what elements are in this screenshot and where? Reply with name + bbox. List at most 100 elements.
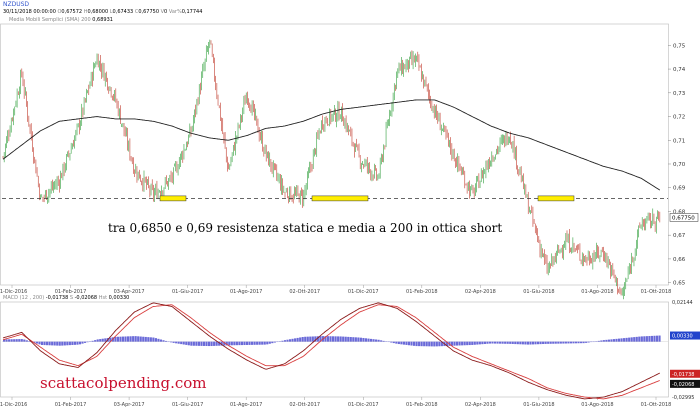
hist-bar [81, 341, 84, 344]
hist-bar [58, 341, 61, 346]
hist-bar [562, 341, 565, 344]
hist-bar [154, 338, 157, 342]
hist-bar [99, 339, 102, 342]
hist-bar [415, 341, 418, 347]
hist-bar [547, 341, 550, 344]
macd-x-tick-label: 01-Dic-2017 [348, 402, 379, 408]
hist-bar [18, 339, 21, 342]
hist-bar [104, 338, 107, 342]
hist-bar [185, 341, 188, 345]
hist-bar [147, 337, 150, 342]
hist-bar [521, 341, 524, 345]
hist-bar [506, 341, 509, 344]
hist-bar [238, 341, 241, 346]
x-tick-label: 01-Ago-2018 [581, 289, 613, 295]
hist-bar [536, 341, 540, 345]
hist-bar [23, 339, 26, 342]
hist-bar [207, 341, 211, 347]
hist-bar [116, 336, 120, 342]
x-tick-label: 01-Feb-2017 [55, 289, 87, 295]
hist-bar [139, 336, 142, 342]
hist-bar [375, 339, 378, 342]
hist-bar [306, 336, 309, 342]
hist-bar [423, 341, 426, 347]
hist-bar [337, 336, 340, 342]
macd-x-tick-label: 01-Ago-2018 [581, 402, 613, 408]
hist-bar [266, 341, 269, 345]
hist-bar [359, 337, 362, 342]
close-key: C [134, 9, 139, 15]
hist-bar [251, 341, 254, 345]
hist-bar [56, 341, 59, 346]
hist-bar [628, 337, 631, 342]
hist-bar [48, 341, 51, 346]
hist-bar [296, 337, 299, 342]
x-tick-label: 01-Ago-2017 [230, 289, 262, 295]
hist-bar [372, 339, 375, 342]
hist-bar [602, 340, 605, 342]
hist-bar [162, 340, 165, 342]
hist-bar [600, 340, 603, 342]
macd-x-tick-label: 01-Ott-2018 [641, 402, 672, 408]
x-tick-label: 01-Giu-2017 [172, 289, 203, 295]
hist-bar [94, 340, 97, 342]
hist-bar [172, 341, 175, 343]
hist-bar [61, 341, 64, 346]
hist-bar [271, 341, 274, 344]
hist-bar [428, 341, 431, 347]
hist-bar [638, 336, 641, 342]
macd-y-tick-label: 0,02144 [672, 300, 693, 306]
hist-bar [526, 341, 529, 345]
hist-bar [501, 341, 504, 344]
hist-bar [369, 338, 373, 342]
hist-bar [564, 341, 567, 344]
support-annotations [2, 195, 668, 202]
hist-bar [182, 341, 185, 345]
macd-value-tag-label: 0,00330 [672, 334, 693, 340]
macd-header: MACD (12 , 200) -0,01738 S -0,02068 Hst … [3, 295, 129, 301]
hist-bar [8, 339, 11, 342]
price-y-tick-label: 0,68 [673, 209, 686, 215]
hist-bar [281, 340, 284, 342]
hist-bar [612, 339, 616, 342]
hist-bar [339, 336, 342, 342]
x-tick-label: 02-Ott-2017 [289, 289, 320, 295]
hist-bar [152, 337, 155, 342]
macd-x-tick-label: 01-Feb-2017 [55, 402, 87, 408]
hist-bar [134, 336, 137, 342]
support-highlight [159, 195, 187, 202]
hist-bar [364, 338, 368, 342]
x-tick-label: 01-Dic-2016 [0, 289, 27, 295]
hist-bar [205, 341, 208, 347]
macd-value-tag [670, 369, 700, 378]
x-tick-label: 03-Apr-2017 [114, 289, 145, 295]
hist-bar [390, 341, 393, 343]
hist-bar [256, 341, 259, 345]
hist-bar [157, 338, 160, 342]
hist-bar [471, 341, 474, 345]
hist-bar [557, 341, 560, 344]
hist-bar [572, 341, 575, 344]
hist-bar [299, 337, 302, 342]
hist-bar [245, 341, 249, 345]
high-key: H [83, 9, 88, 15]
hist-bar [435, 341, 438, 347]
hist-bar [519, 341, 522, 345]
hist-bar [549, 341, 552, 344]
hist-bar [653, 335, 656, 342]
hist-bar [539, 341, 542, 345]
low-key: L [109, 9, 113, 15]
hist-bar [124, 336, 127, 342]
hist-bar [175, 341, 178, 344]
hist-key: Hst [98, 295, 108, 301]
hist-bar [53, 341, 56, 346]
hist-bar [248, 341, 251, 345]
macd-value-tag [670, 331, 700, 340]
low-value: 0,67433 [112, 9, 134, 15]
hist-bar [478, 341, 481, 345]
support-highlight [537, 195, 575, 202]
hist-bar [529, 341, 532, 345]
macd-x-tick-label: 01-Feb-2018 [406, 402, 438, 408]
hist-bar [195, 341, 198, 346]
hist-bar [640, 336, 643, 342]
